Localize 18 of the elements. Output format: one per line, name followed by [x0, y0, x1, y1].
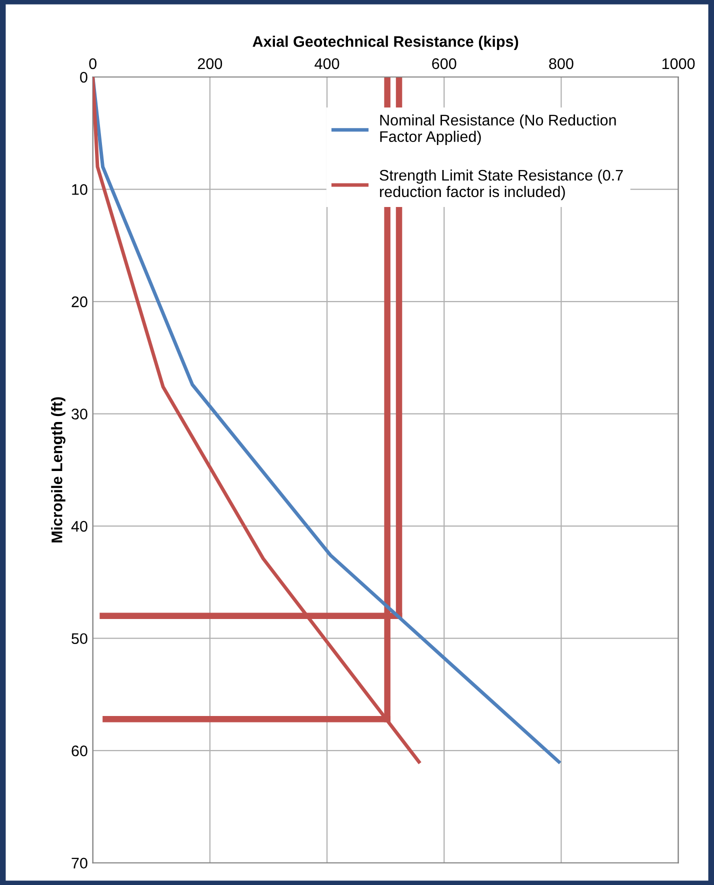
x-tick-label: 1000: [662, 58, 695, 70]
y-tick-label: 20: [72, 296, 88, 308]
legend-label: Nominal Resistance (No Reduction Factor Applied): [380, 114, 616, 146]
x-tick-label: 0: [89, 58, 96, 70]
x-tick-label: 600: [432, 58, 456, 70]
y-tick-label: 0: [80, 72, 88, 83]
y-tick-label: 60: [72, 745, 88, 756]
x-tick-label: 800: [549, 58, 574, 70]
y-tick-label: 70: [72, 858, 88, 869]
y-tick-label: 10: [72, 184, 88, 195]
y-tick-label: 40: [71, 520, 88, 532]
y-tick-label: 30: [72, 408, 88, 420]
x-tick-label: 200: [198, 58, 222, 70]
x-tick-label: 400: [314, 58, 340, 70]
y-tick-label: 50: [72, 633, 88, 644]
legend-label: Strength Limit State Resistance (0.7 reduction factor is included): [380, 169, 623, 200]
y-axis-title: Micropile Length (ft): [51, 397, 66, 542]
x-axis-title: Axial Geotechnical Resistance (kips): [252, 36, 518, 50]
